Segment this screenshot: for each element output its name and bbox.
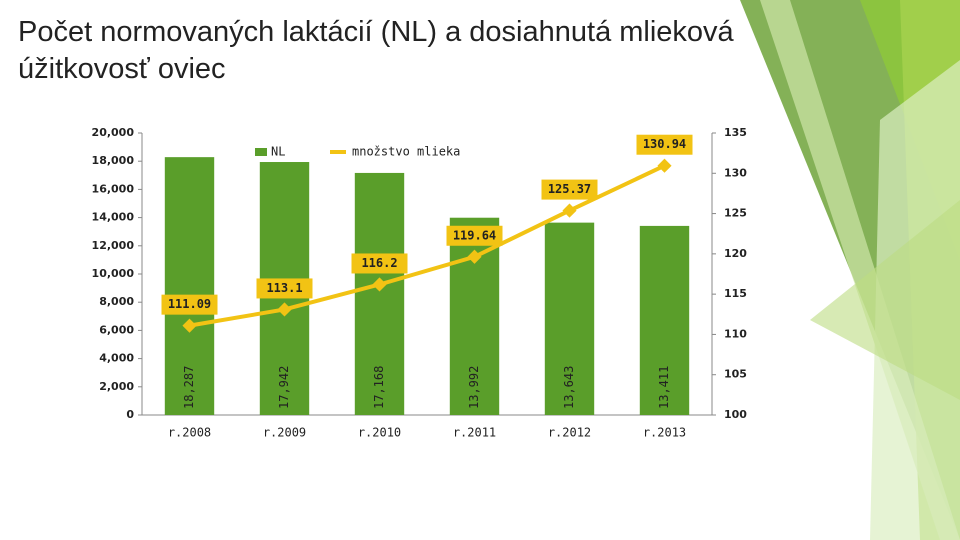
bar	[164, 157, 215, 415]
label-box	[161, 294, 218, 315]
label-box	[351, 253, 408, 274]
y-tick-label: 18,000	[92, 154, 135, 167]
y2-tick-label: 110	[724, 327, 747, 340]
point-label: 116.2	[361, 256, 397, 270]
line-marker	[657, 158, 672, 173]
label-box	[541, 179, 598, 200]
bar-value-label: 17,942	[277, 366, 291, 409]
legend-label: NL	[271, 145, 285, 159]
bar-value-label: 13,992	[467, 366, 481, 409]
point-label: 119.64	[453, 228, 496, 242]
point-label: 125.37	[548, 182, 591, 196]
decoration	[740, 0, 960, 540]
y-tick-label: 10,000	[92, 267, 135, 280]
bar-value-label: 13,411	[657, 366, 671, 409]
y-tick-label: 12,000	[92, 239, 135, 252]
x-tick-label: r.2008	[168, 426, 211, 440]
point-label: 113.1	[266, 281, 302, 295]
line-marker	[277, 302, 292, 317]
y2-tick-label: 100	[724, 408, 747, 421]
y2-tick-label: 135	[724, 126, 747, 139]
point-label: 130.94	[643, 137, 686, 151]
chart-title: Počet normovaných laktácií (NL) a dosiah…	[18, 16, 734, 85]
line-marker	[182, 318, 197, 333]
y-tick-label: 0	[126, 408, 134, 421]
label-box	[256, 278, 313, 299]
bar	[639, 225, 690, 415]
bar-value-label: 17,168	[372, 366, 386, 409]
y-tick-label: 2,000	[99, 380, 134, 393]
title-box: Počet normovaných laktácií (NL) a dosiah…	[18, 16, 734, 85]
y-tick-label: 14,000	[92, 211, 135, 224]
point-label: 111.09	[168, 297, 211, 311]
x-tick-label: r.2013	[643, 426, 686, 440]
bar	[354, 172, 405, 415]
y-tick-label: 16,000	[92, 182, 135, 195]
y2-tick-label: 120	[724, 247, 747, 260]
x-tick-label: r.2009	[263, 426, 306, 440]
bar-value-label: 18,287	[182, 366, 196, 409]
bar-value-label: 13,643	[562, 366, 576, 409]
y-tick-label: 20,000	[92, 126, 135, 139]
line	[189, 163, 666, 328]
y-tick-label: 8,000	[99, 295, 134, 308]
y-tick-label: 4,000	[99, 352, 134, 365]
bar	[544, 222, 595, 415]
deco-shape	[810, 200, 960, 400]
legend-label: množstvo mlieka	[352, 145, 460, 159]
y2-tick-label: 105	[724, 368, 747, 381]
y2-tick-label: 130	[724, 166, 747, 179]
line-marker	[467, 249, 482, 264]
x-tick-label: r.2012	[548, 426, 591, 440]
y-tick-label: 6,000	[99, 323, 134, 336]
x-tick-label: r.2011	[453, 426, 496, 440]
label-box	[636, 134, 693, 155]
y2-tick-label: 115	[724, 287, 747, 300]
y2-tick-label: 125	[724, 207, 747, 220]
x-tick-label: r.2010	[358, 426, 401, 440]
line-marker	[562, 203, 577, 218]
line-marker	[372, 277, 387, 292]
label-box	[446, 225, 503, 246]
legend-swatch	[255, 148, 267, 156]
